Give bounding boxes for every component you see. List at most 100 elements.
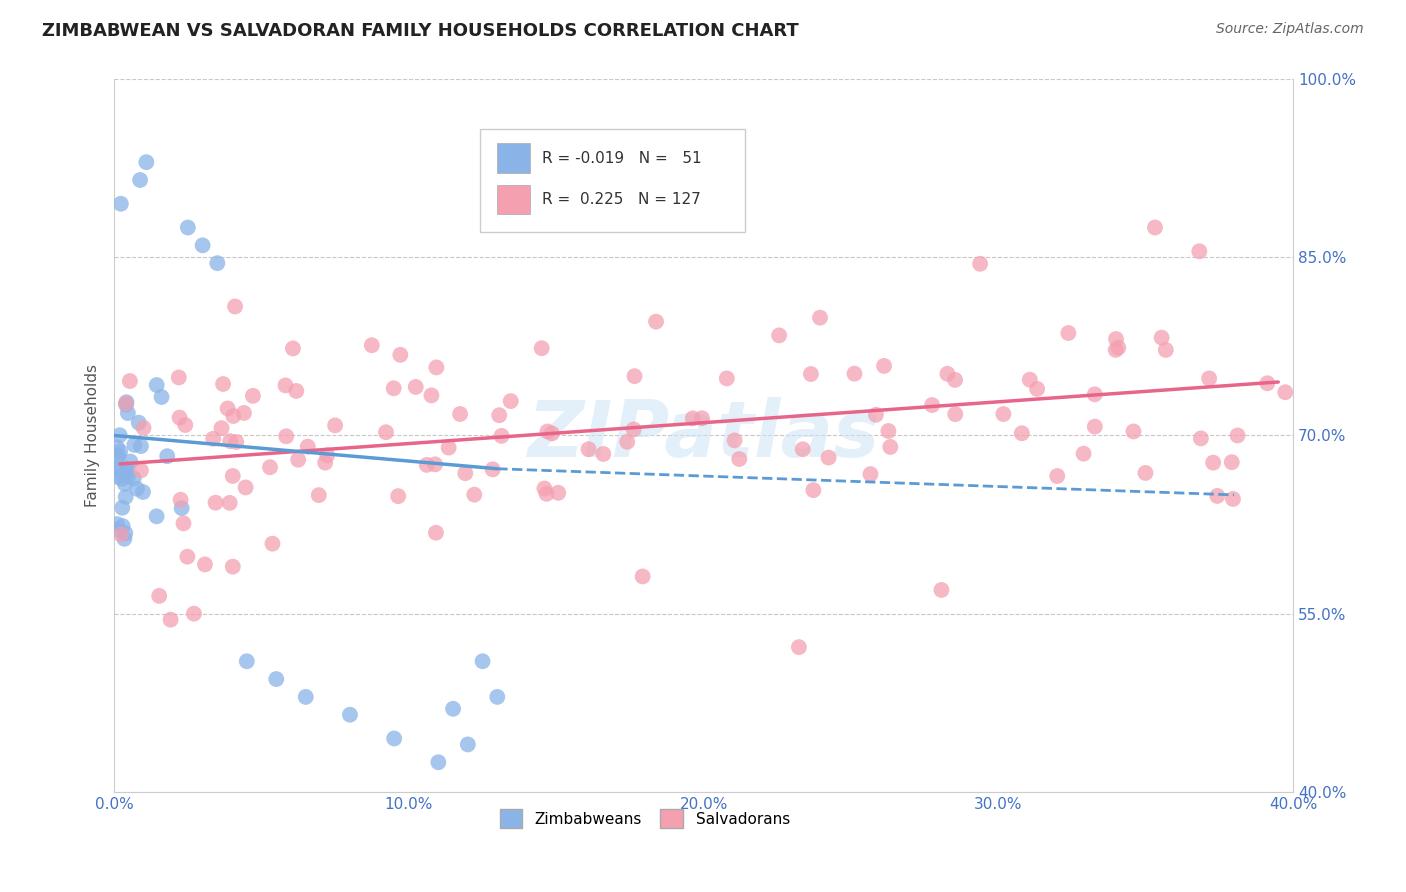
Point [533,482,555,496]
Point [427,756,450,770]
Point [1122,425,1144,439]
Text: R = -0.019   N =   51: R = -0.019 N = 51 [543,151,702,166]
Point [204,496,226,510]
Point [174,417,197,432]
Point [170,501,193,516]
Point [1084,419,1107,434]
Point [1150,330,1173,344]
FancyBboxPatch shape [498,143,530,173]
Point [242,389,264,403]
Point [1105,332,1128,346]
Point [486,690,509,704]
Point [105,450,128,464]
Point [481,462,503,476]
Point [294,690,316,704]
Point [150,390,173,404]
Point [112,532,135,546]
Point [360,338,382,352]
Point [416,458,439,472]
Point [115,465,138,479]
Point [159,613,181,627]
Point [682,411,704,425]
Point [1256,376,1278,391]
Point [969,257,991,271]
Point [1018,373,1040,387]
Point [536,487,558,501]
Point [1226,428,1249,442]
Point [859,467,882,482]
Point [578,442,600,457]
Point [233,406,256,420]
Point [108,463,131,477]
Point [425,360,447,375]
FancyBboxPatch shape [479,128,745,232]
Point [800,367,823,381]
Point [768,328,790,343]
Point [592,447,614,461]
Point [1143,220,1166,235]
Point [264,672,287,686]
Point [1135,466,1157,480]
Point [308,488,330,502]
Point [219,434,242,449]
Point [623,369,645,384]
Point [111,472,134,486]
Point [132,485,155,500]
Point [1154,343,1177,357]
Point [122,471,145,485]
FancyBboxPatch shape [498,185,530,214]
Point [156,449,179,463]
Point [1188,244,1211,259]
Point [425,525,447,540]
Point [943,373,966,387]
Point [207,256,229,270]
Point [125,482,148,496]
Point [631,569,654,583]
Point [706,185,728,199]
Point [222,409,245,423]
Text: R =  0.225   N = 127: R = 0.225 N = 127 [543,192,700,207]
Point [616,434,638,449]
Point [536,425,558,439]
Point [107,449,129,463]
Point [297,440,319,454]
Point [405,380,427,394]
Point [274,378,297,392]
Point [115,398,138,412]
Point [1105,343,1128,357]
Point [118,374,141,388]
Point [817,450,839,465]
Point [176,549,198,564]
Point [117,461,139,475]
Text: ZIPatlas: ZIPatlas [527,398,880,474]
Point [865,408,887,422]
Point [879,440,901,454]
Point [463,488,485,502]
Point [1220,455,1243,469]
Point [235,480,257,494]
Y-axis label: Family Households: Family Households [86,364,100,507]
Point [339,707,361,722]
Point [1073,447,1095,461]
Point [218,496,240,510]
Point [316,448,339,462]
Point [1057,326,1080,340]
Point [169,492,191,507]
Point [217,401,239,416]
Point [457,738,479,752]
Point [124,438,146,452]
Point [115,395,138,409]
Point [287,452,309,467]
Point [547,485,569,500]
Point [107,461,129,475]
Point [128,416,150,430]
Point [323,418,346,433]
Point [449,407,471,421]
Point [194,558,217,572]
Point [183,607,205,621]
Point [787,640,810,654]
Point [129,439,152,453]
Point [262,537,284,551]
Point [105,470,128,484]
Text: ZIMBABWEAN VS SALVADORAN FAMILY HOUSEHOLDS CORRELATION CHART: ZIMBABWEAN VS SALVADORAN FAMILY HOUSEHOL… [42,22,799,40]
